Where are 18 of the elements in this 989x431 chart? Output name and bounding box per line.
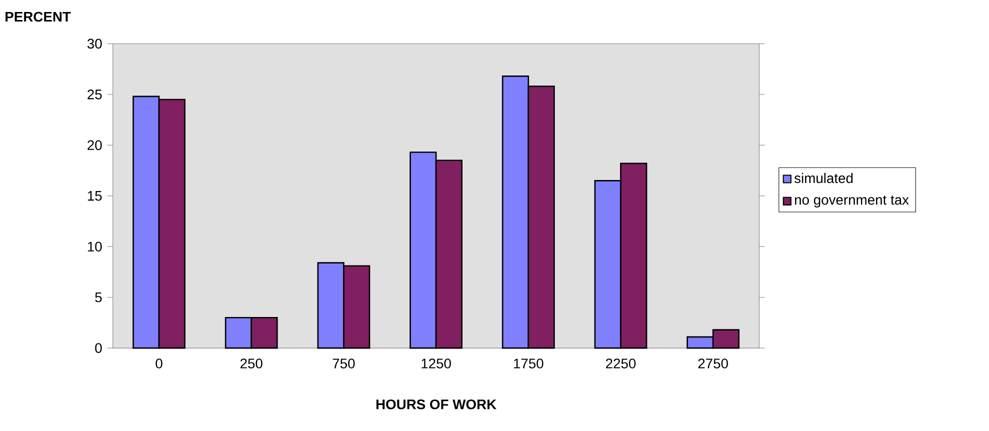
x-tick-label: 2750 — [698, 358, 728, 368]
y-tick-label: 25 — [88, 89, 102, 100]
y-tick-label: 10 — [88, 242, 102, 252]
y-tick-label: 0 — [95, 343, 102, 353]
x-axis-title: HOURS OF WORK — [376, 399, 496, 410]
legend-label: simulated — [794, 172, 853, 183]
y-tick-label: 5 — [95, 292, 102, 302]
x-tick-label: 0 — [156, 358, 162, 368]
x-tick-label: 1750 — [514, 358, 544, 368]
y-tick-label: 15 — [88, 190, 102, 201]
x-tick-label: 1250 — [422, 358, 451, 368]
y-tick-label: 20 — [88, 140, 102, 150]
y-tick-label: 30 — [87, 38, 102, 49]
y-axis-title: PERCENT — [6, 12, 71, 22]
x-tick-label: 250 — [240, 358, 262, 368]
legend-label: no government tax — [794, 196, 909, 208]
x-tick-label: 2250 — [606, 358, 636, 368]
x-tick-label: 750 — [332, 358, 355, 368]
